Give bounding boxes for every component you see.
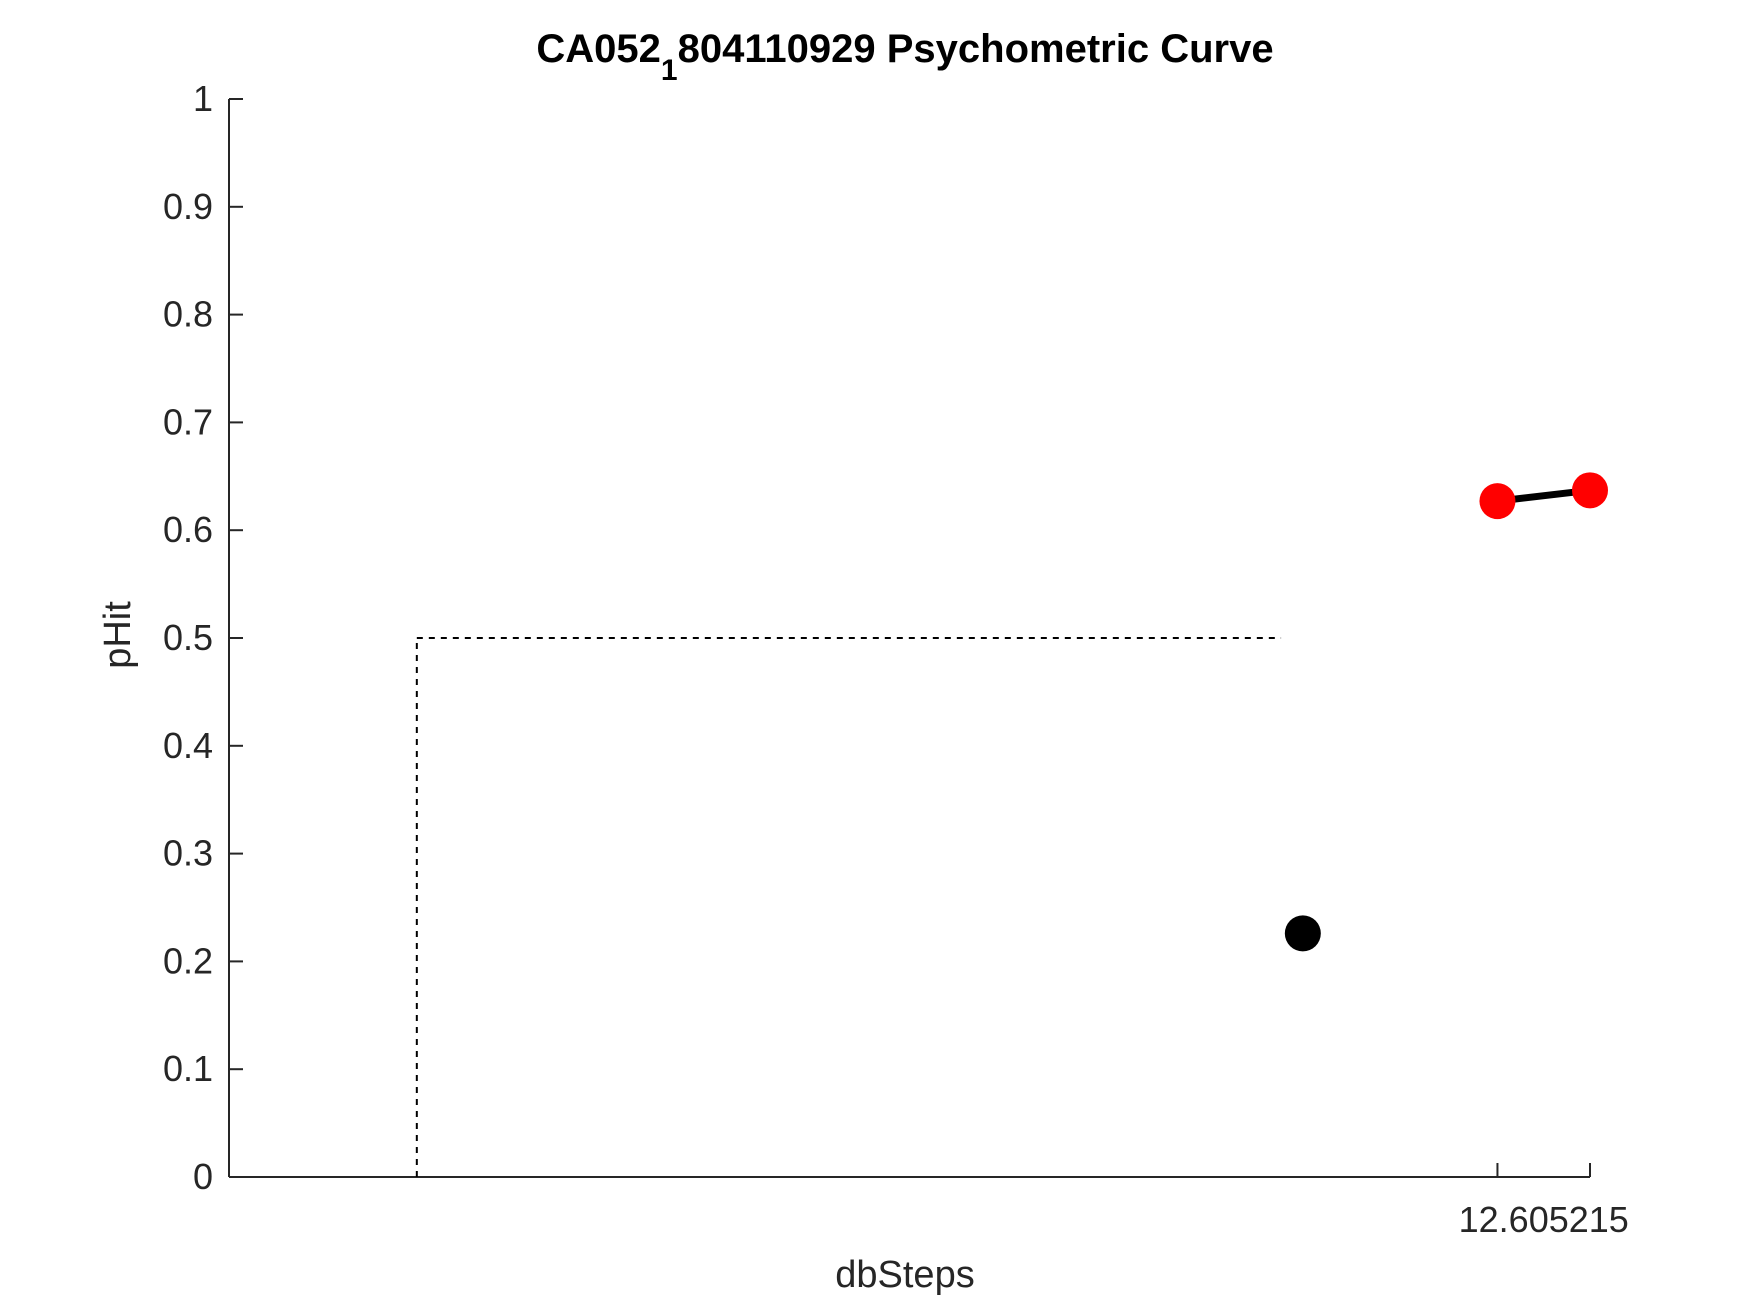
chart-title-subscript: 1 xyxy=(661,54,678,87)
chart-title: CA0521804110929 Psychometric Curve xyxy=(536,27,1273,87)
y-tick-label: 1 xyxy=(193,78,213,119)
y-tick-label: 0.7 xyxy=(163,401,213,442)
y-axis-label: pHit xyxy=(97,601,139,669)
y-tick-label: 0.2 xyxy=(163,940,213,981)
chart-title-suffix: 804110929 Psychometric Curve xyxy=(678,27,1274,71)
y-tick-label: 0 xyxy=(193,1156,213,1197)
data-point xyxy=(1284,915,1321,952)
plot-area: 0 0.1 0.2 0.3 0.4 0.5 0.6 0.7 0.8 0.9 1 12.605215 xyxy=(163,78,1629,1240)
y-tick-label: 0.9 xyxy=(163,186,213,227)
data-point xyxy=(1572,472,1608,509)
y-tick-label: 0.5 xyxy=(163,617,213,658)
y-tick-label: 0.8 xyxy=(163,294,213,335)
y-tick-label: 0.6 xyxy=(163,509,213,550)
data-point xyxy=(1479,483,1516,520)
y-tick-label: 0.3 xyxy=(163,833,213,874)
chart-title-prefix: CA052 xyxy=(536,27,661,71)
y-tick-label: 0.1 xyxy=(163,1048,213,1089)
x-tick-label: 12.605215 xyxy=(1459,1199,1629,1240)
x-axis-label: dbSteps xyxy=(835,1254,974,1296)
y-tick-label: 0.4 xyxy=(163,725,213,766)
